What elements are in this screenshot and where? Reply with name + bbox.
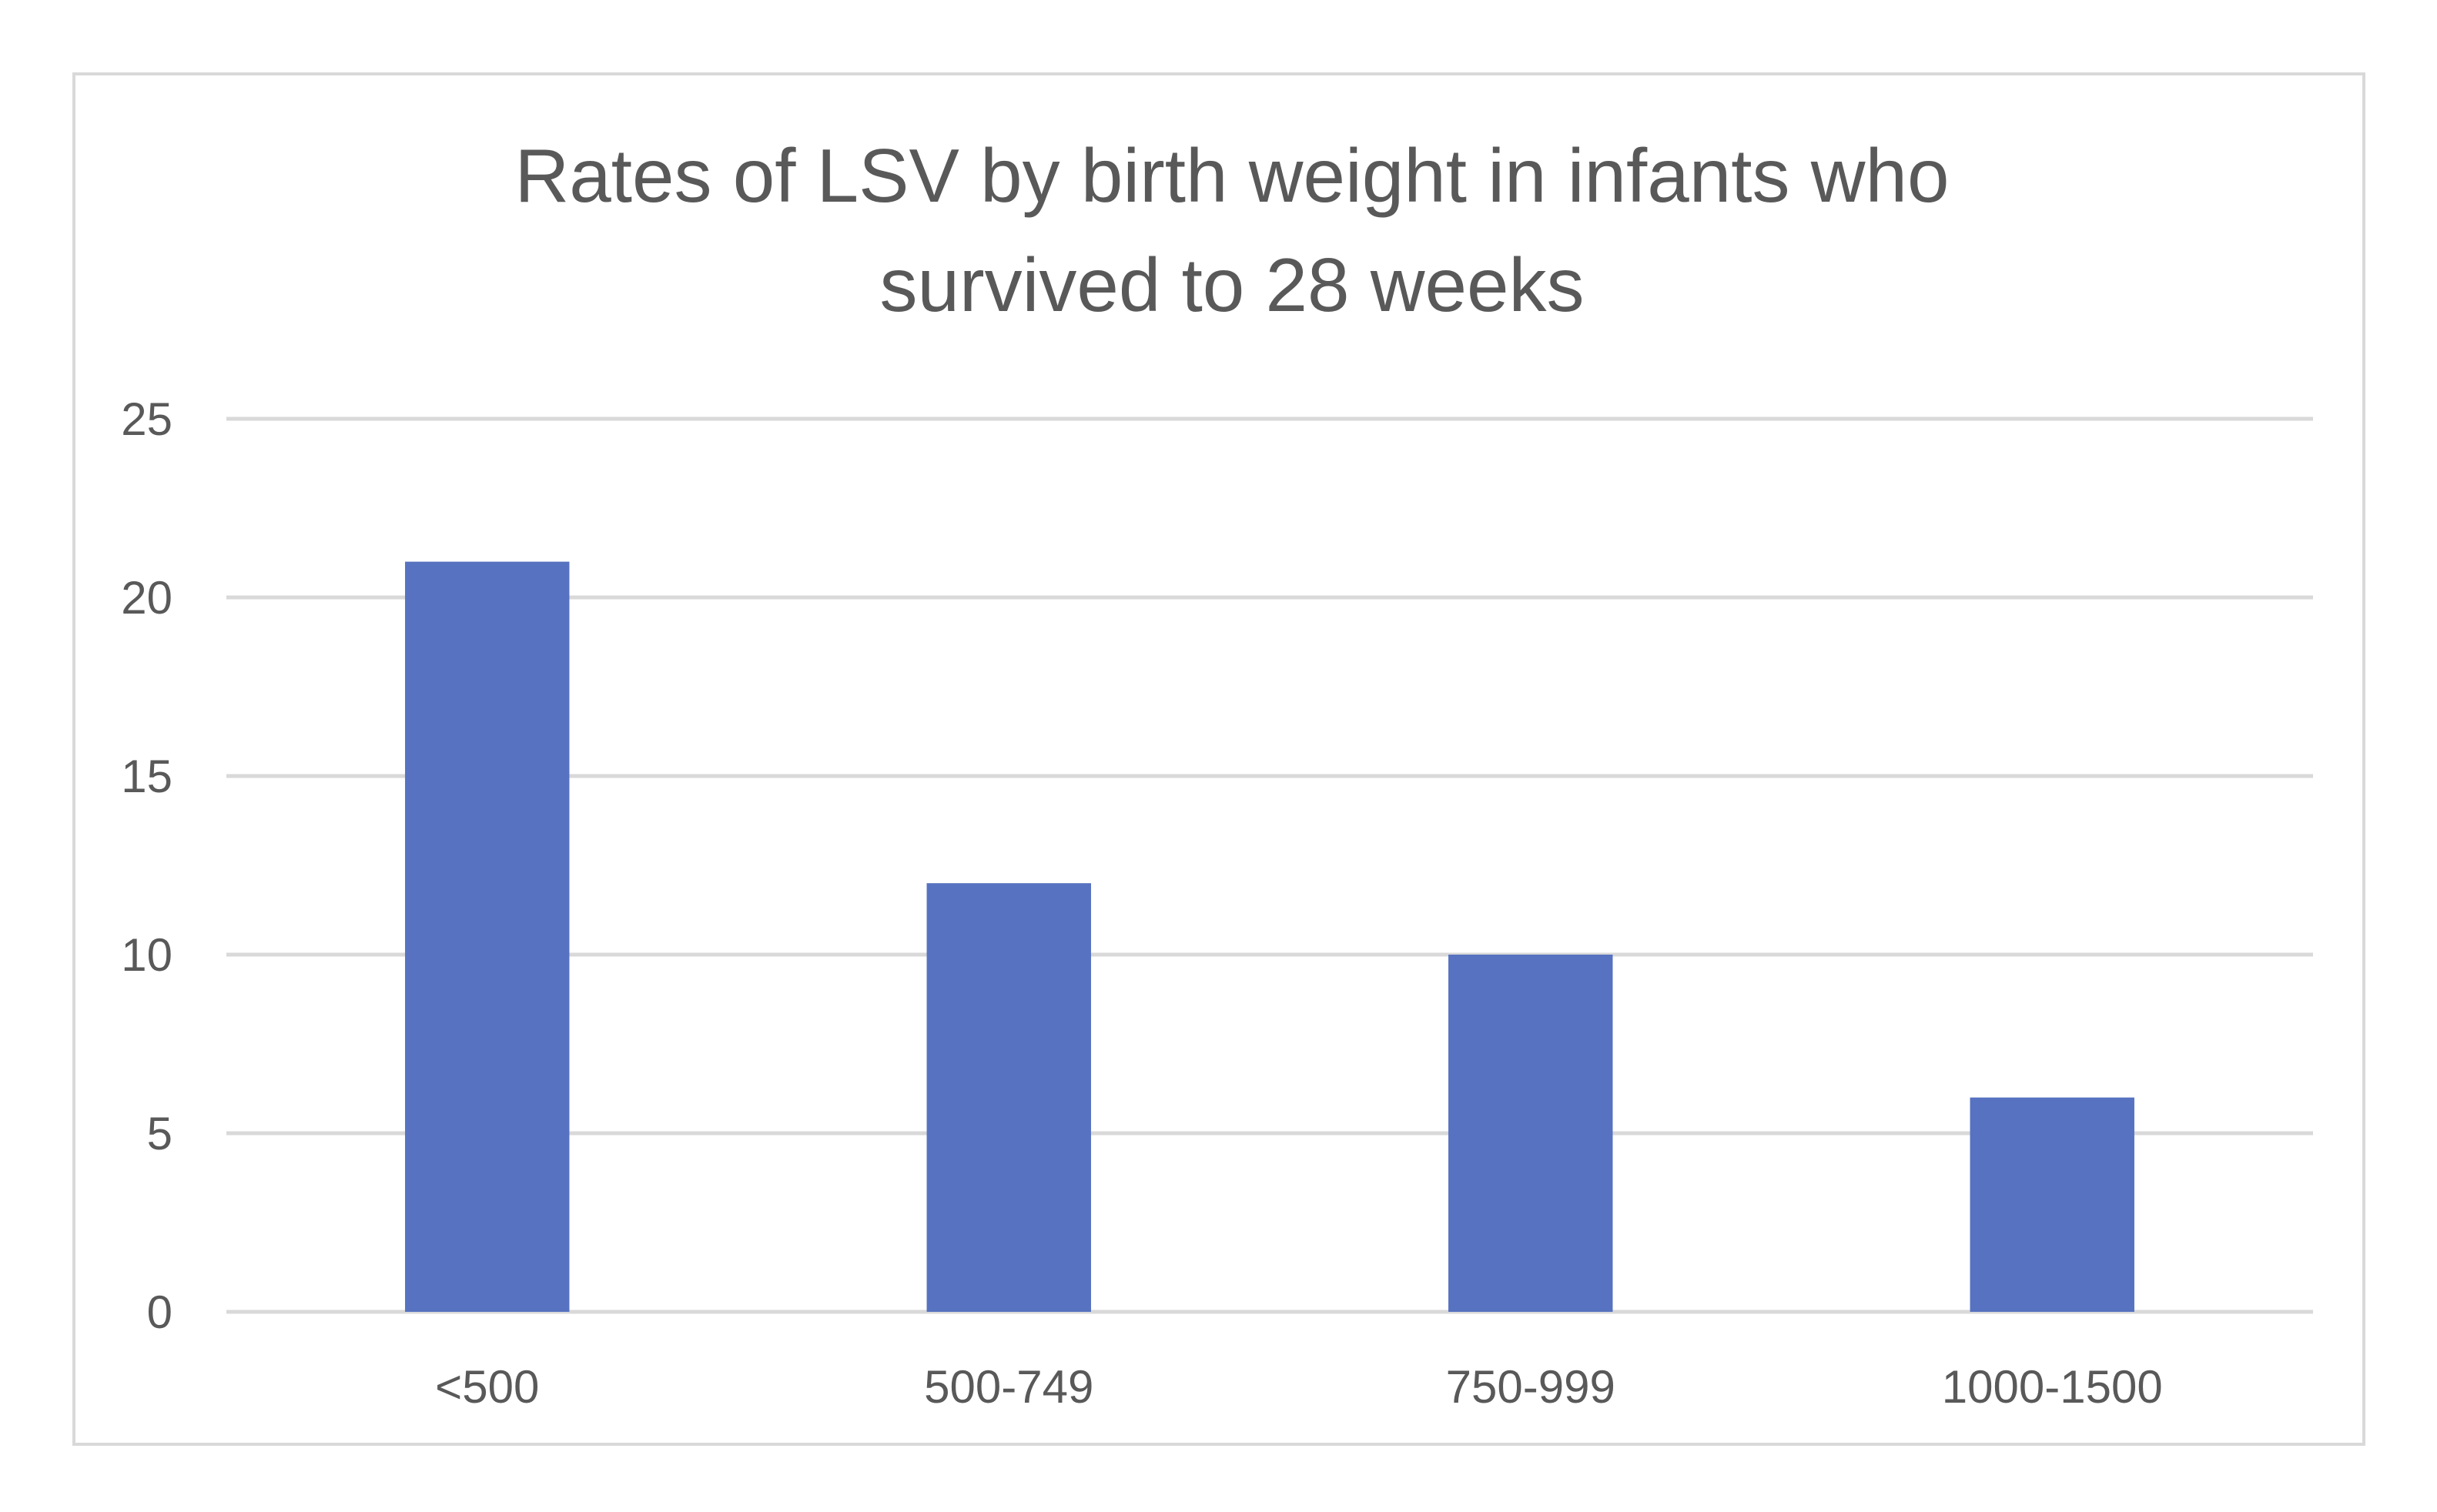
y-tick-label: 0 xyxy=(147,1286,172,1338)
bars xyxy=(405,561,2134,1312)
bar xyxy=(405,561,570,1312)
chart-title-line-2: survived to 28 weeks xyxy=(879,243,1584,327)
y-tick-label: 10 xyxy=(121,929,172,981)
y-tick-label: 20 xyxy=(121,572,172,624)
x-tick-label: 750-999 xyxy=(1446,1361,1615,1413)
y-tick-label: 25 xyxy=(121,393,172,445)
y-tick-label: 5 xyxy=(147,1108,172,1159)
x-tick-label: 1000-1500 xyxy=(1942,1361,2163,1413)
bar xyxy=(1448,955,1613,1312)
x-tick-label: <500 xyxy=(435,1361,539,1413)
bar xyxy=(1970,1097,2134,1312)
gridlines xyxy=(226,416,2313,1314)
x-axis-ticks: <500 500-749 750-999 1000-1500 xyxy=(435,1361,2163,1413)
chart-title-line-1: Rates of LSV by birth weight in infants … xyxy=(514,133,1949,218)
y-tick-label: 15 xyxy=(121,751,172,802)
x-tick-label: 500-749 xyxy=(924,1361,1093,1413)
y-axis-ticks: 0 5 10 15 20 25 xyxy=(121,393,172,1338)
bar xyxy=(926,883,1091,1312)
